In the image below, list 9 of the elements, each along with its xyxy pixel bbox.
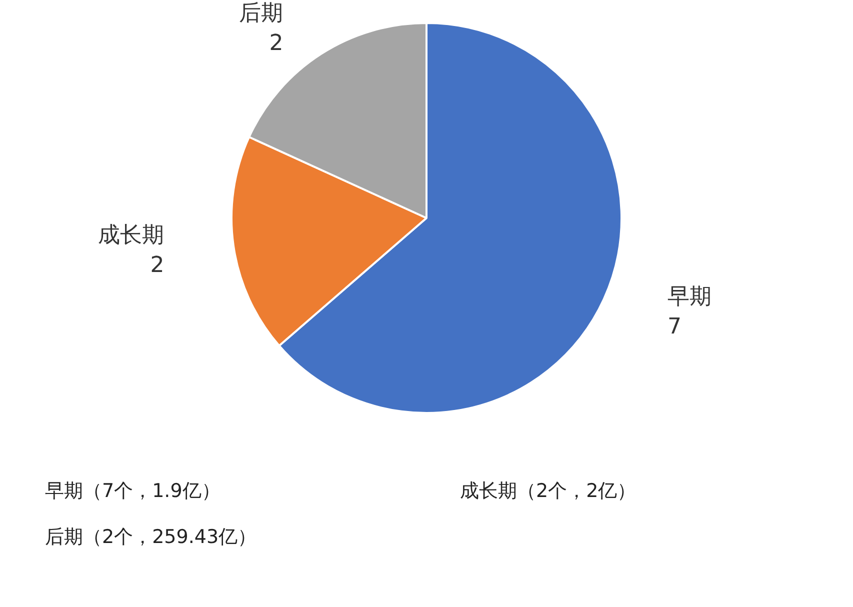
data-label: 7 — [668, 314, 682, 340]
text: 成长期（2个，2亿） — [460, 479, 638, 504]
text: 早期（7个，1.9亿） — [45, 479, 222, 504]
text: 后期（2个，259.43亿） — [45, 525, 258, 550]
slice-label: 早期 — [668, 284, 712, 310]
data-label: 2 — [269, 31, 284, 56]
slice-label: 成长期 — [98, 222, 164, 248]
data-label: 2 — [150, 252, 164, 278]
slice-label: 后期 — [239, 1, 284, 26]
